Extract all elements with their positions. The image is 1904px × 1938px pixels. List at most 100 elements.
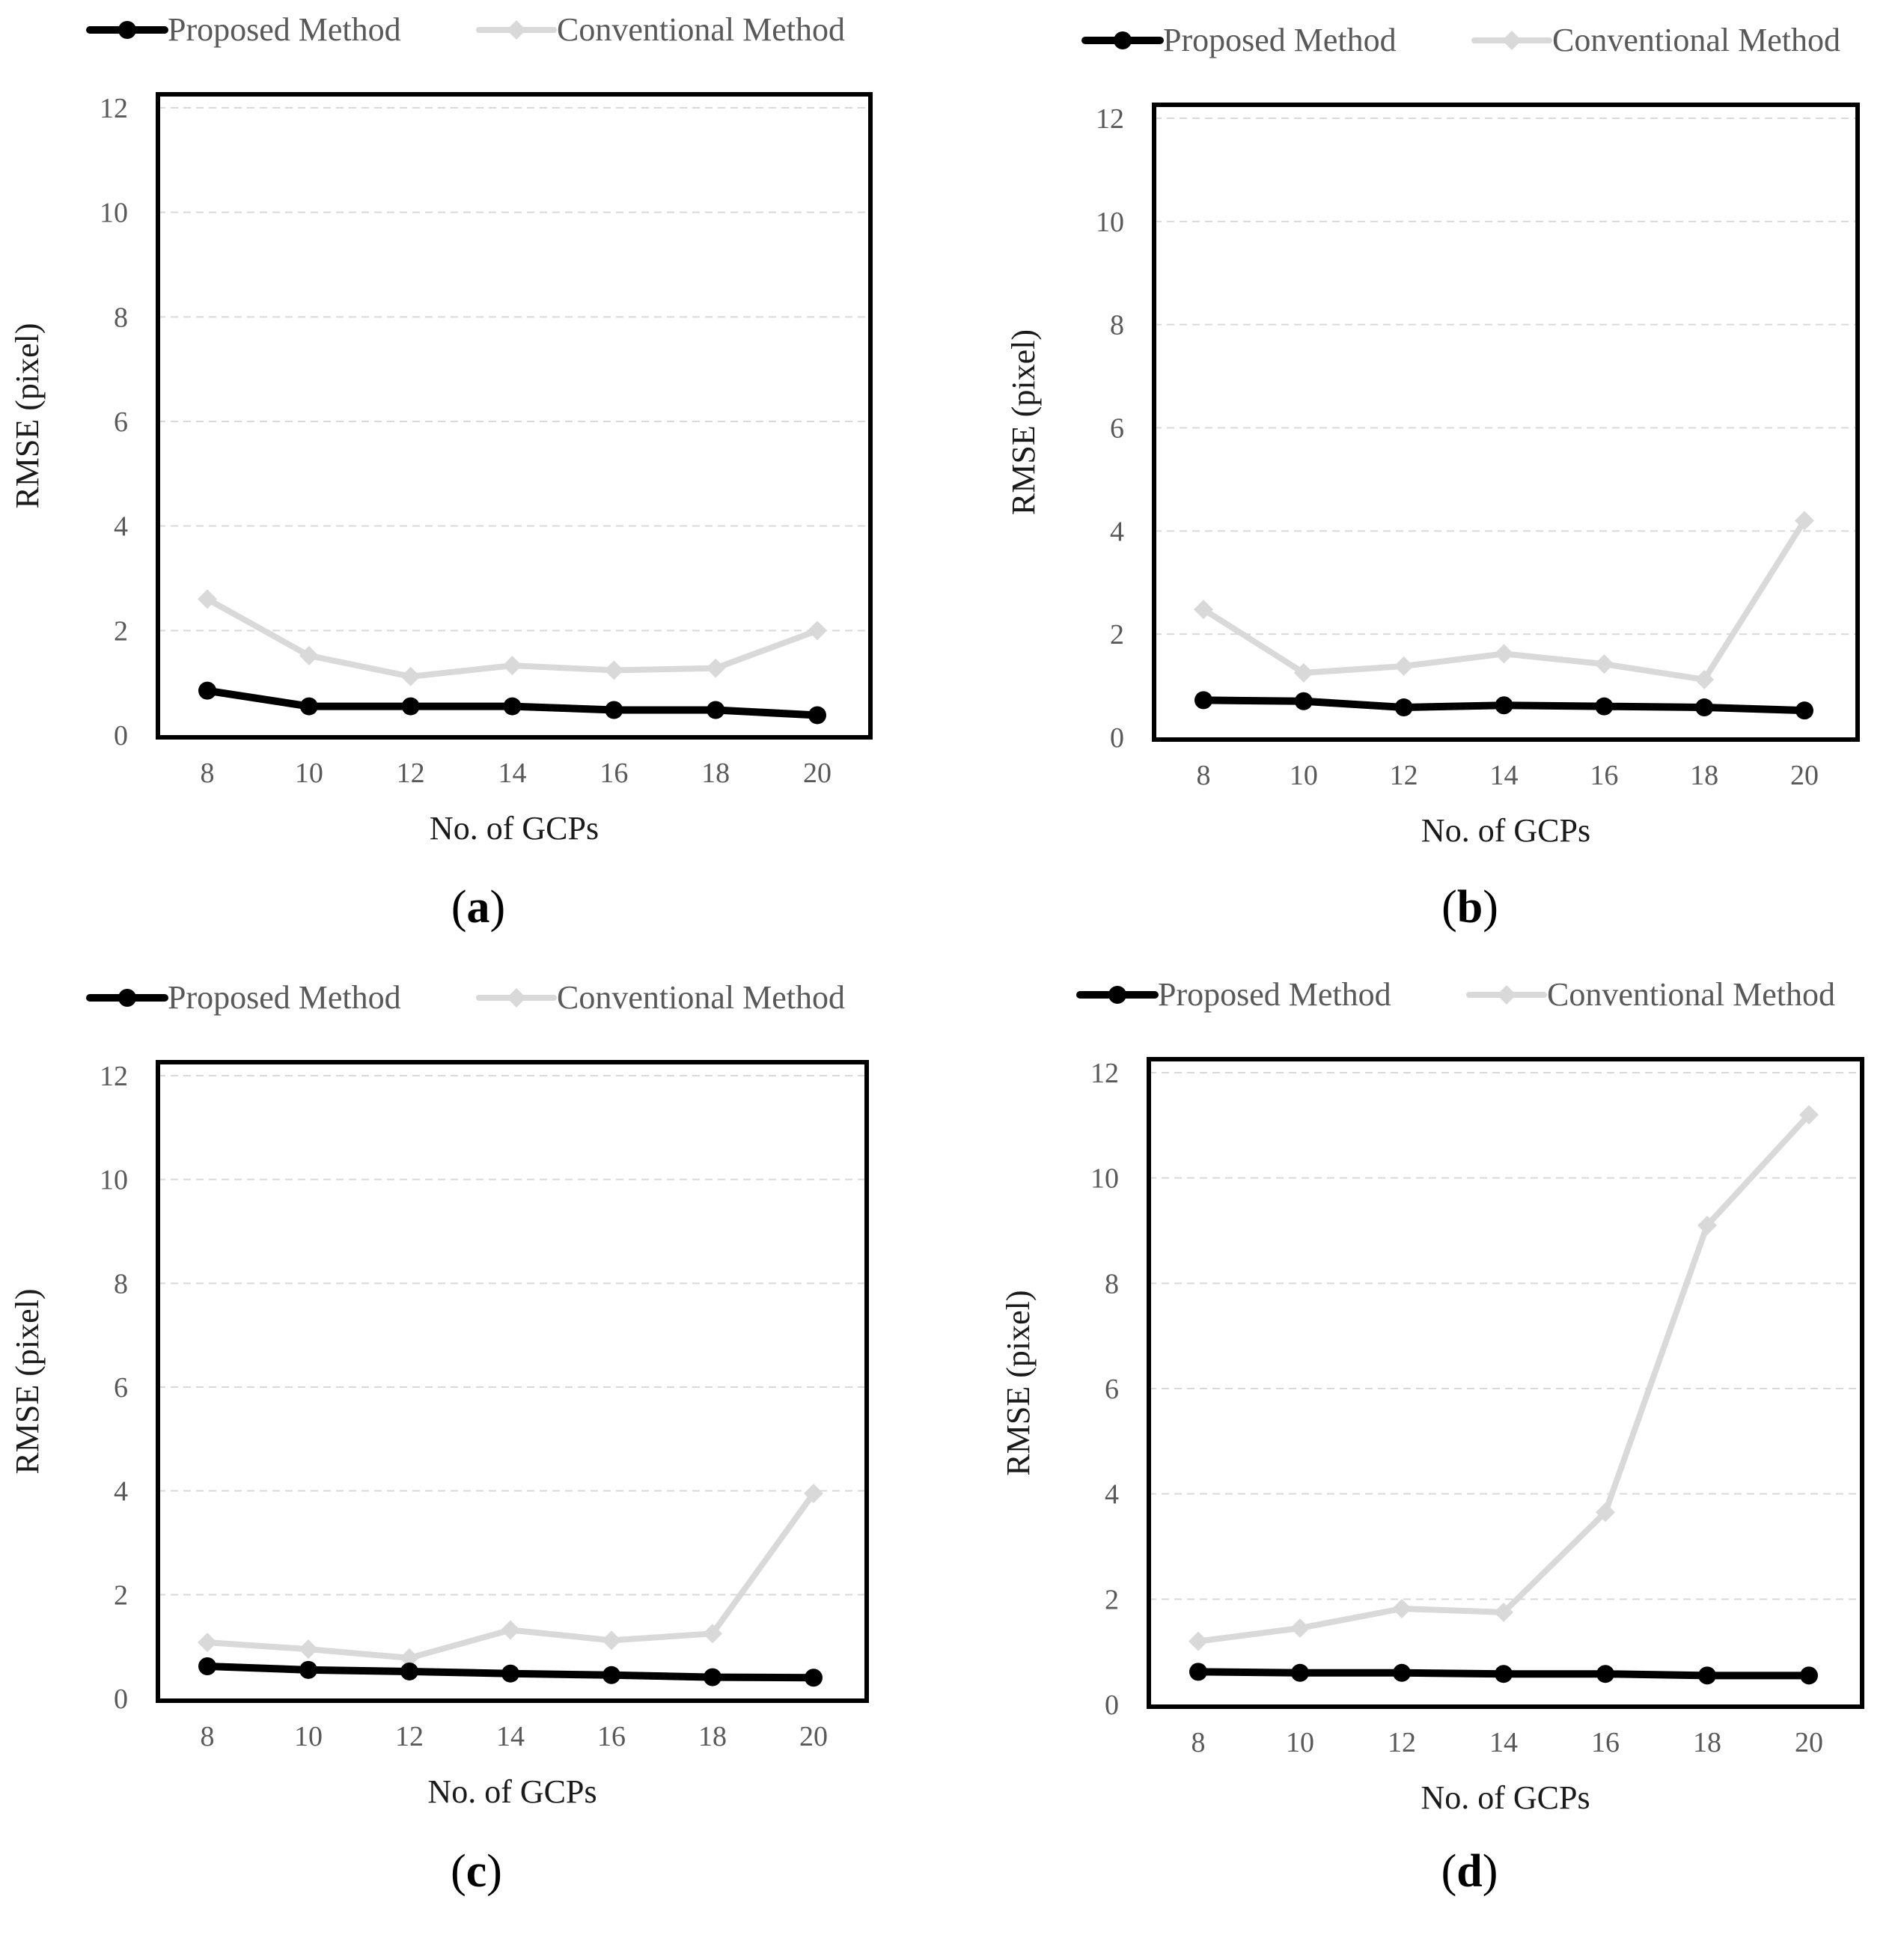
x-tick-label: 10 bbox=[1290, 760, 1318, 791]
panel-label-paren-open: ( bbox=[1441, 1846, 1457, 1897]
y-axis-label: RMSE (pixel) bbox=[1005, 329, 1042, 515]
conventional-method-point bbox=[299, 645, 319, 665]
conventional-method-point bbox=[1799, 1105, 1819, 1125]
y-axis-label: RMSE (pixel) bbox=[9, 1288, 46, 1474]
y-tick-label: 12 bbox=[100, 1061, 128, 1092]
legend-conventional-label: Conventional Method bbox=[557, 11, 845, 48]
conventional-method-point bbox=[502, 656, 522, 676]
y-tick-label: 0 bbox=[114, 1683, 128, 1715]
proposed-method-point bbox=[1189, 1663, 1207, 1681]
x-tick-label: 20 bbox=[799, 1721, 828, 1752]
x-tick-label: 14 bbox=[1490, 760, 1519, 791]
proposed-method-point bbox=[1698, 1666, 1716, 1685]
proposed-method-point bbox=[605, 701, 623, 719]
conventional-method-point bbox=[1694, 669, 1715, 689]
x-tick-label: 12 bbox=[1390, 760, 1418, 791]
y-tick-label: 12 bbox=[1090, 1058, 1119, 1089]
conventional-method-point bbox=[198, 1633, 217, 1653]
plot-frame bbox=[156, 1060, 869, 1703]
x-tick-label: 12 bbox=[395, 1721, 424, 1752]
x-tick-label: 18 bbox=[698, 1721, 727, 1752]
legend-proposed-label: Proposed Method bbox=[1163, 22, 1397, 58]
x-tick-label: 16 bbox=[1591, 1727, 1620, 1758]
x-axis-label: No. of GCPs bbox=[1421, 812, 1590, 849]
x-axis-label: No. of GCPs bbox=[1421, 1779, 1590, 1816]
x-axis-label: No. of GCPs bbox=[430, 810, 599, 847]
y-tick-label: 4 bbox=[1105, 1479, 1119, 1511]
conventional-method-point bbox=[804, 1484, 823, 1504]
panel-label-paren-close: ) bbox=[490, 882, 506, 933]
panel-label-paren-close: ) bbox=[1483, 882, 1498, 933]
x-tick-label: 12 bbox=[1388, 1727, 1416, 1758]
x-tick-label: 8 bbox=[1191, 1727, 1206, 1758]
y-tick-label: 8 bbox=[1110, 310, 1124, 341]
legend-proposed-swatch-marker bbox=[118, 989, 136, 1007]
panel-label-letter: b bbox=[1457, 882, 1483, 933]
panel-label-letter: c bbox=[466, 1846, 487, 1897]
y-tick-label: 2 bbox=[1110, 619, 1124, 650]
conventional-method-point bbox=[400, 666, 421, 686]
conventional-method-point bbox=[1189, 1631, 1208, 1651]
x-tick-label: 18 bbox=[1690, 760, 1718, 791]
y-tick-label: 6 bbox=[1105, 1374, 1119, 1405]
conventional-method-point bbox=[1795, 511, 1814, 531]
conventional-method-point bbox=[602, 1630, 621, 1651]
proposed-method-point bbox=[1393, 1663, 1411, 1682]
plot-frame bbox=[1152, 103, 1860, 742]
x-tick-label: 16 bbox=[597, 1721, 626, 1752]
y-tick-label: 4 bbox=[1110, 516, 1124, 547]
proposed-method-point bbox=[805, 1669, 823, 1687]
conventional-method-point bbox=[1494, 1602, 1513, 1622]
proposed-method-point bbox=[401, 697, 420, 716]
proposed-method-point bbox=[1695, 698, 1714, 717]
proposed-method-point bbox=[1294, 692, 1313, 710]
conventional-method-line bbox=[1195, 1112, 1812, 1645]
x-axis-label: No. of GCPs bbox=[427, 1773, 596, 1810]
proposed-method-point bbox=[1800, 1666, 1818, 1685]
conventional-method-point bbox=[604, 660, 624, 680]
conventional-method-point bbox=[1394, 656, 1414, 676]
panel-label-paren-open: ( bbox=[451, 882, 467, 933]
x-tick-label: 10 bbox=[294, 1721, 323, 1752]
proposed-method-point bbox=[1194, 691, 1212, 710]
proposed-method-point bbox=[602, 1666, 620, 1684]
legend-conventional-swatch-marker bbox=[1502, 31, 1522, 50]
x-tick-label: 8 bbox=[201, 1721, 215, 1752]
panel-label: (c) bbox=[451, 1846, 502, 1897]
proposed-method-point bbox=[501, 1664, 519, 1683]
legend-conventional-label: Conventional Method bbox=[1547, 976, 1835, 1013]
y-tick-label: 0 bbox=[1110, 722, 1124, 754]
legend-conventional-swatch-marker bbox=[507, 20, 526, 40]
proposed-method-point bbox=[1495, 696, 1513, 715]
y-tick-label: 12 bbox=[1096, 103, 1124, 135]
chart-panel-c: 0 2 4 6 8 10 12 8 10 12 14 16 18 20 No. of GCPs RMSE (p… bbox=[9, 979, 869, 1897]
panel-label-paren-close: ) bbox=[1483, 1846, 1498, 1897]
plot-frame bbox=[1147, 1057, 1864, 1709]
legend-proposed-label: Proposed Method bbox=[168, 979, 401, 1016]
x-tick-label: 16 bbox=[1590, 760, 1618, 791]
panel-label-paren-close: ) bbox=[486, 1846, 502, 1897]
conventional-method-point bbox=[1293, 662, 1313, 683]
y-tick-label: 0 bbox=[114, 720, 128, 752]
x-tick-label: 12 bbox=[397, 758, 425, 789]
y-tick-label: 2 bbox=[1105, 1584, 1119, 1615]
conventional-method-point bbox=[1697, 1215, 1717, 1235]
y-tick-label: 10 bbox=[100, 1165, 128, 1196]
panel-label: (b) bbox=[1441, 882, 1498, 933]
x-tick-label: 14 bbox=[498, 758, 527, 789]
proposed-method-point bbox=[503, 697, 522, 716]
y-tick-label: 2 bbox=[114, 615, 128, 647]
chart-panel-a: 0 2 4 6 8 10 12 8 10 12 14 16 18 20 No. of GCPs RMSE (p… bbox=[9, 11, 873, 933]
legend-conventional-swatch-marker bbox=[507, 988, 526, 1008]
y-tick-label: 10 bbox=[100, 198, 128, 229]
proposed-method-point bbox=[1595, 697, 1614, 716]
legend-proposed-swatch-marker bbox=[1114, 31, 1132, 49]
y-tick-label: 8 bbox=[114, 1268, 128, 1299]
proposed-method-point bbox=[198, 1657, 216, 1676]
y-tick-label: 4 bbox=[114, 511, 128, 543]
y-tick-label: 6 bbox=[1110, 413, 1124, 445]
proposed-method-point bbox=[704, 1668, 721, 1686]
conventional-method-point bbox=[1594, 654, 1614, 674]
proposed-method-point bbox=[1394, 698, 1413, 717]
y-tick-label: 6 bbox=[114, 406, 128, 438]
